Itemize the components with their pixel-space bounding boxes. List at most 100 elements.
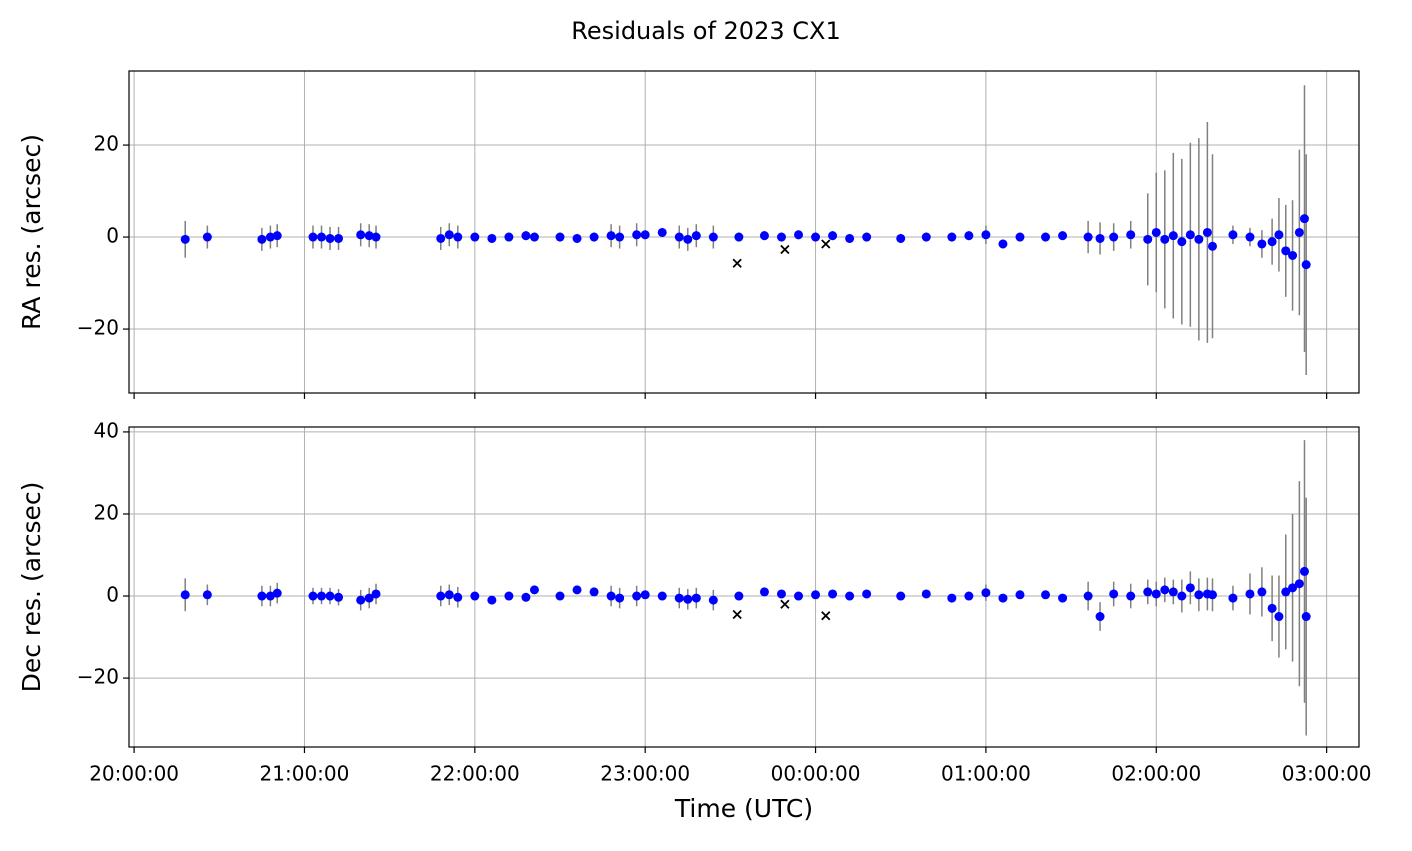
x-tick-label: 02:00:00 bbox=[1111, 762, 1201, 786]
data-point bbox=[896, 233, 906, 243]
data-point bbox=[1015, 232, 1025, 242]
data-point bbox=[1257, 239, 1267, 249]
data-point bbox=[180, 590, 190, 600]
data-point bbox=[615, 593, 625, 603]
data-point bbox=[1095, 233, 1105, 243]
data-point bbox=[708, 232, 718, 242]
data-point bbox=[1202, 227, 1212, 237]
data-point bbox=[1083, 232, 1093, 242]
data-point bbox=[371, 232, 381, 242]
data-point bbox=[759, 231, 769, 241]
y-tick-label: 0 bbox=[106, 224, 119, 248]
data-point bbox=[1168, 231, 1178, 241]
data-point bbox=[1168, 587, 1178, 597]
data-point bbox=[180, 234, 190, 244]
data-point bbox=[691, 593, 701, 603]
data-point bbox=[453, 232, 463, 242]
x-tick-label: 03:00:00 bbox=[1282, 762, 1372, 786]
data-point bbox=[1294, 227, 1304, 237]
data-point bbox=[1109, 589, 1119, 599]
data-point bbox=[1109, 232, 1119, 242]
data-point bbox=[606, 591, 616, 601]
axes-frame bbox=[128, 426, 1360, 748]
y-tick-label: 40 bbox=[94, 418, 119, 442]
data-point bbox=[317, 591, 327, 601]
rejected-point bbox=[780, 599, 790, 609]
y-tick-label: 0 bbox=[106, 583, 119, 607]
data-point bbox=[708, 595, 718, 605]
x-tick-label: 23:00:00 bbox=[600, 762, 690, 786]
data-point bbox=[444, 230, 454, 240]
data-point bbox=[734, 591, 744, 601]
y-axis-label: Dec res. (arcsec) bbox=[17, 482, 46, 693]
data-point bbox=[998, 593, 1008, 603]
data-point bbox=[325, 591, 335, 601]
data-point bbox=[845, 233, 855, 243]
data-point bbox=[734, 232, 744, 242]
data-point bbox=[1041, 232, 1051, 242]
data-point bbox=[444, 590, 454, 600]
data-point bbox=[1177, 237, 1187, 247]
y-axis-label: RA res. (arcsec) bbox=[17, 134, 46, 330]
data-point bbox=[632, 230, 642, 240]
data-point bbox=[202, 232, 212, 242]
data-point bbox=[1207, 590, 1217, 600]
data-point bbox=[1228, 230, 1238, 240]
data-point bbox=[1095, 612, 1105, 622]
data-point bbox=[1177, 591, 1187, 601]
data-point bbox=[921, 232, 931, 242]
rejected-point bbox=[780, 244, 790, 255]
y-tick-label: 20 bbox=[94, 132, 119, 156]
data-point bbox=[1058, 231, 1068, 241]
data-point bbox=[845, 591, 855, 601]
data-point bbox=[257, 234, 267, 244]
data-point bbox=[674, 232, 684, 242]
data-point bbox=[1274, 612, 1284, 622]
data-point bbox=[202, 590, 212, 600]
plot-area bbox=[180, 440, 1311, 736]
data-point bbox=[794, 230, 804, 240]
x-tick-label: 01:00:00 bbox=[941, 762, 1031, 786]
data-point bbox=[364, 231, 374, 241]
data-point bbox=[1301, 260, 1311, 270]
data-point bbox=[470, 591, 480, 601]
x-tick-label: 22:00:00 bbox=[430, 762, 520, 786]
data-point bbox=[1288, 583, 1298, 593]
data-point bbox=[828, 589, 838, 599]
data-point bbox=[308, 232, 318, 242]
data-point bbox=[371, 589, 381, 599]
data-point bbox=[947, 232, 957, 242]
data-point bbox=[998, 239, 1008, 249]
data-point bbox=[1194, 590, 1204, 600]
data-point bbox=[470, 232, 480, 242]
data-point bbox=[521, 231, 531, 241]
data-point bbox=[683, 234, 693, 244]
data-point bbox=[1274, 230, 1284, 240]
data-point bbox=[1151, 589, 1161, 599]
data-point bbox=[811, 232, 821, 242]
x-tick-label: 00:00:00 bbox=[771, 762, 861, 786]
rejected-point bbox=[732, 609, 742, 620]
data-point bbox=[615, 232, 625, 242]
data-point bbox=[606, 231, 616, 241]
data-point bbox=[1281, 587, 1291, 597]
data-point bbox=[1041, 590, 1051, 600]
data-point bbox=[921, 589, 931, 599]
data-point bbox=[257, 591, 267, 601]
data-point bbox=[981, 230, 991, 240]
data-point bbox=[657, 227, 667, 237]
data-point bbox=[964, 231, 974, 241]
data-point bbox=[504, 232, 514, 242]
data-point bbox=[529, 232, 539, 242]
data-point bbox=[828, 231, 838, 241]
x-tick-label: 20:00:00 bbox=[89, 762, 179, 786]
data-point bbox=[1185, 583, 1195, 593]
data-point bbox=[589, 587, 599, 597]
data-point bbox=[759, 587, 769, 597]
data-point bbox=[1294, 579, 1304, 589]
data-point bbox=[1126, 230, 1136, 240]
data-point bbox=[529, 585, 539, 595]
data-point bbox=[776, 589, 786, 599]
data-point bbox=[317, 232, 327, 242]
